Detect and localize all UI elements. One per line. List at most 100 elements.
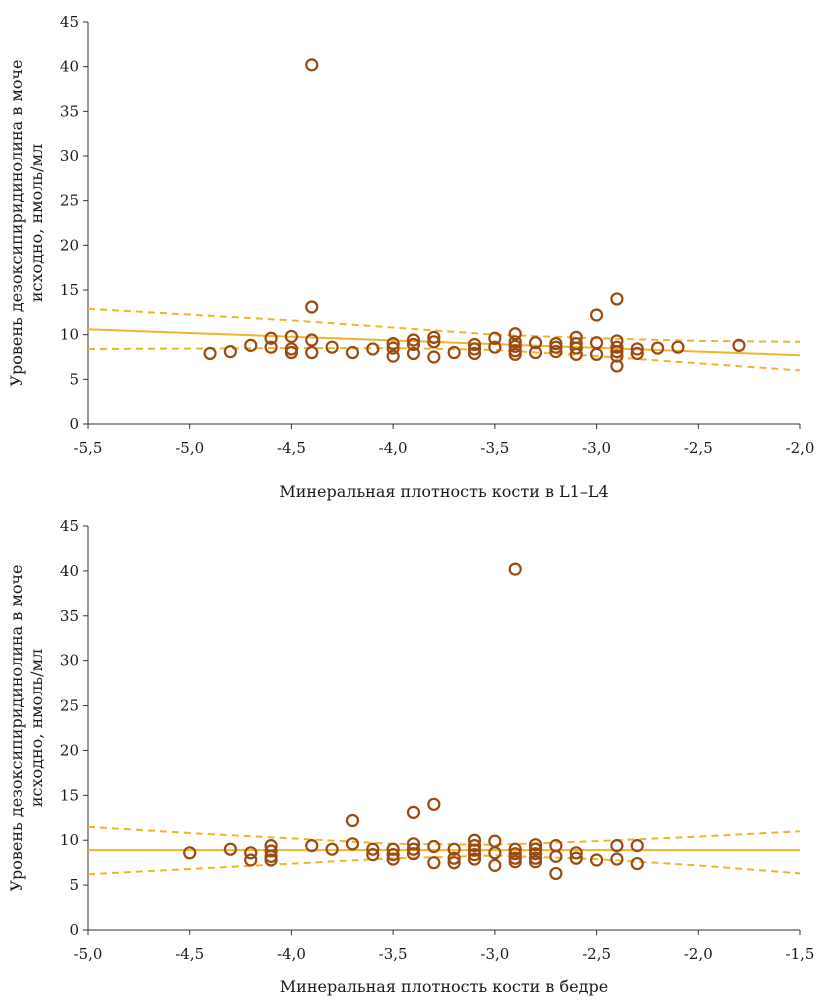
data-point xyxy=(305,333,319,347)
data-point xyxy=(528,838,543,852)
data-point xyxy=(386,842,400,856)
data-point xyxy=(427,839,441,854)
x-tick-label: -5,0 xyxy=(175,439,204,457)
data-point xyxy=(325,340,339,354)
data-point xyxy=(406,847,421,861)
data-point xyxy=(610,359,624,373)
y-axis-label: Уровень дезоксипиридинолина в моче xyxy=(7,59,26,386)
data-point xyxy=(305,300,319,314)
data-point xyxy=(427,330,441,344)
data-point xyxy=(610,340,624,354)
data-point xyxy=(203,346,217,361)
y-tick-label: 40 xyxy=(60,562,79,580)
data-point xyxy=(528,847,543,861)
y-tick-label: 45 xyxy=(60,13,79,31)
y-tick-label: 35 xyxy=(60,102,79,120)
y-tick-label: 35 xyxy=(60,607,79,625)
data-point xyxy=(467,847,482,862)
data-point xyxy=(447,842,461,856)
data-point xyxy=(569,341,583,355)
ci-upper-line xyxy=(87,307,801,343)
data-point xyxy=(427,856,441,870)
x-tick-label: -4,0 xyxy=(277,945,306,963)
data-point xyxy=(447,851,461,865)
x-tick-label: -5,5 xyxy=(74,439,103,457)
y-tick-label: 25 xyxy=(60,192,79,210)
ci-upper-line xyxy=(87,825,801,846)
x-tick-label: -4,5 xyxy=(175,945,204,963)
data-point xyxy=(488,834,502,848)
data-point xyxy=(244,338,258,352)
x-tick-label: -3,5 xyxy=(480,439,509,457)
data-point xyxy=(386,852,400,866)
data-point xyxy=(508,847,522,861)
data-point xyxy=(528,842,543,856)
y-tick-label: 25 xyxy=(60,697,79,715)
data-point xyxy=(366,842,380,856)
data-point xyxy=(345,345,360,360)
data-point xyxy=(366,342,380,356)
x-tick-label: -3,0 xyxy=(582,439,611,457)
data-point xyxy=(467,843,482,857)
y-tick-label: 10 xyxy=(60,326,79,344)
y-tick-label: 15 xyxy=(60,281,79,299)
data-point xyxy=(406,837,421,851)
data-point xyxy=(630,839,644,853)
data-point xyxy=(406,346,421,361)
y-tick-label: 45 xyxy=(60,517,79,535)
x-tick-label: -2,5 xyxy=(684,439,713,457)
data-point xyxy=(508,347,522,361)
data-point xyxy=(264,331,278,345)
data-point xyxy=(671,340,685,354)
data-point xyxy=(589,347,604,361)
data-point xyxy=(264,340,278,354)
y-axis-label: Уровень дезоксипиридинолина в моче xyxy=(7,564,26,891)
y-tick-label: 20 xyxy=(60,236,79,254)
data-point xyxy=(488,340,502,354)
data-point xyxy=(528,336,543,350)
data-point xyxy=(386,349,400,363)
data-point xyxy=(508,327,522,341)
data-point xyxy=(305,839,319,853)
data-point xyxy=(447,856,461,870)
data-point xyxy=(264,853,278,867)
y-tick-label: 0 xyxy=(69,415,79,433)
x-axis-label: Минеральная плотность кости в бедре xyxy=(280,977,608,996)
data-point xyxy=(488,331,502,345)
data-point xyxy=(508,855,522,869)
y-tick-label: 0 xyxy=(69,921,79,939)
y-tick-label: 15 xyxy=(60,786,79,804)
data-point xyxy=(508,339,522,353)
x-tick-label: -4,5 xyxy=(277,439,306,457)
data-point xyxy=(589,853,604,867)
y-axis-label: исходно, нмоль/мл xyxy=(27,649,46,807)
data-point xyxy=(610,292,624,306)
data-point xyxy=(406,842,421,856)
data-point xyxy=(386,337,400,351)
data-point xyxy=(528,855,543,869)
ci-lower-line xyxy=(87,854,801,876)
data-point xyxy=(610,852,624,866)
data-point xyxy=(650,341,665,355)
data-point xyxy=(427,350,441,364)
y-tick-label: 40 xyxy=(60,58,79,76)
data-point xyxy=(264,844,278,858)
data-point xyxy=(467,839,482,853)
data-point xyxy=(467,337,482,352)
data-point xyxy=(589,308,604,322)
y-axis-label: исходно, нмоль/мл xyxy=(27,144,46,302)
data-point xyxy=(305,345,319,360)
y-tick-label: 10 xyxy=(60,831,79,849)
x-tick-label: -2,0 xyxy=(684,945,713,963)
data-point xyxy=(427,335,441,349)
data-point xyxy=(467,346,482,361)
data-point xyxy=(569,851,583,865)
y-tick-label: 5 xyxy=(69,370,79,388)
data-point xyxy=(610,345,624,359)
data-point xyxy=(386,847,400,862)
data-point xyxy=(244,846,258,860)
x-tick-label: -3,0 xyxy=(480,945,509,963)
data-point xyxy=(549,345,563,359)
data-point xyxy=(569,347,583,361)
data-point xyxy=(488,846,502,860)
